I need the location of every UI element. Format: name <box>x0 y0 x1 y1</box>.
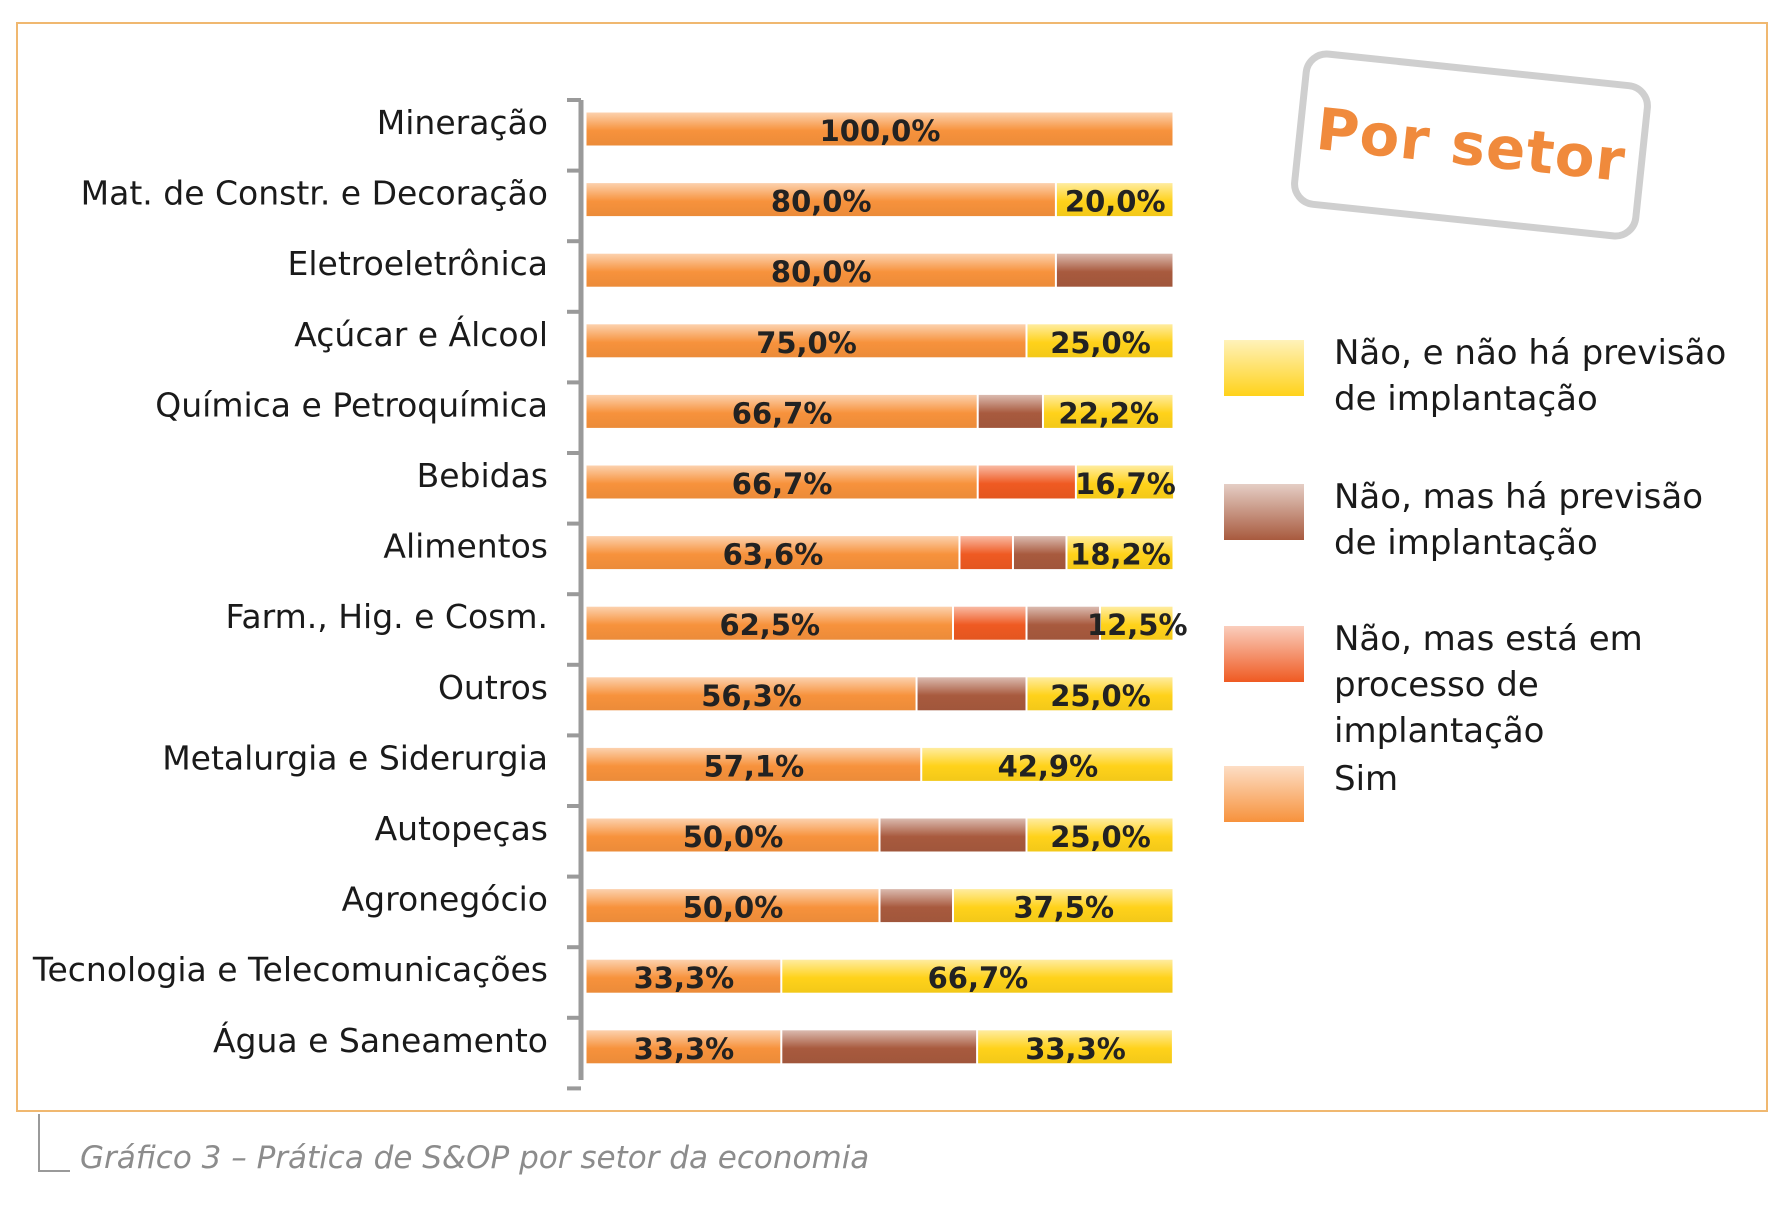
bar-segment <box>916 676 1027 712</box>
bar-segment <box>1012 535 1067 571</box>
bar-segment <box>1042 393 1174 429</box>
category-label: Agronegócio <box>342 880 548 919</box>
legend-swatch <box>1224 340 1304 396</box>
data-label: 33,3% <box>1025 1032 1126 1066</box>
bar-segment <box>585 1029 782 1065</box>
bar-segment <box>1026 323 1174 359</box>
bar-segment <box>585 958 782 994</box>
data-label: 33,3% <box>634 1032 735 1066</box>
data-label: 33,3% <box>634 961 735 995</box>
bar-segment <box>585 746 922 782</box>
figure-caption: Gráfico 3 – Prática de S&OP por setor da… <box>80 1140 870 1176</box>
bar-segment <box>1100 605 1174 641</box>
bar-segment <box>585 393 978 429</box>
data-label: 12,5% <box>1087 608 1188 642</box>
bar-segment <box>585 817 880 853</box>
data-label: 25,0% <box>1050 679 1151 713</box>
data-label: 66,7% <box>732 396 833 430</box>
category-label: Outros <box>438 668 548 707</box>
bar-segment <box>585 605 953 641</box>
data-label: 63,6% <box>723 538 824 572</box>
data-label: 16,7% <box>1075 467 1176 501</box>
data-label: 37,5% <box>1013 891 1114 925</box>
data-label: 50,0% <box>683 891 784 925</box>
legend-label: Sim <box>1334 759 1399 799</box>
bar-segment <box>1055 252 1174 288</box>
badge-text: Por setor <box>1313 94 1629 196</box>
data-label: 50,0% <box>683 820 784 854</box>
category-label: Açúcar e Álcool <box>294 314 548 354</box>
data-label: 25,0% <box>1050 326 1151 360</box>
bar-segment <box>1026 676 1174 712</box>
category-label: Mat. de Constr. e Decoração <box>81 174 548 213</box>
data-label: 66,7% <box>928 961 1029 995</box>
bar-segment <box>879 817 1027 853</box>
data-label: 56,3% <box>701 679 802 713</box>
bar-segment <box>781 1029 978 1065</box>
category-label: Autopeças <box>375 809 548 848</box>
legend-swatch <box>1224 626 1304 682</box>
category-label: Mineração <box>377 103 548 142</box>
category-label: Bebidas <box>417 456 548 495</box>
category-label: Tecnologia e Telecomunicações <box>32 950 548 989</box>
data-label: 80,0% <box>771 255 872 289</box>
bar-segment <box>1066 535 1174 571</box>
bar-segment <box>585 535 960 571</box>
chart-frame <box>16 22 1768 1112</box>
bar-segment <box>585 464 978 500</box>
bar-segment <box>921 746 1174 782</box>
bar-segment <box>1055 182 1174 218</box>
legend-swatch <box>1224 484 1304 540</box>
bar-segment <box>1026 817 1174 853</box>
data-label: 100,0% <box>820 114 941 148</box>
bar-segment <box>585 676 917 712</box>
legend-item: Não, e não há previsão de implantação <box>1224 330 1754 422</box>
data-label: 66,7% <box>732 467 833 501</box>
category-label: Química e Petroquímica <box>155 385 548 424</box>
category-label: Farm., Hig. e Cosm. <box>225 597 548 636</box>
bar-segment <box>585 111 1174 147</box>
legend-item: Sim <box>1224 756 1754 822</box>
data-label: 57,1% <box>704 749 805 783</box>
bar-segment <box>781 958 1174 994</box>
data-label: 42,9% <box>998 749 1099 783</box>
category-label: Metalurgia e Siderurgia <box>162 738 548 777</box>
legend-item: Não, mas há previsão de implantação <box>1224 474 1754 566</box>
legend-label: Não, e não há previsão de implantação <box>1334 333 1727 419</box>
data-label: 18,2% <box>1070 538 1171 572</box>
legend-label: Não, mas há previsão de implantação <box>1334 477 1704 563</box>
bar-segment <box>953 605 1027 641</box>
bar-segment <box>585 182 1056 218</box>
bar-segment <box>953 888 1174 924</box>
legend-swatch <box>1224 766 1304 822</box>
legend-item: Não, mas está em processo de implantação <box>1224 616 1754 754</box>
category-label: Alimentos <box>383 527 548 566</box>
data-label: 75,0% <box>756 326 857 360</box>
bar-segment <box>977 393 1043 429</box>
bar-segment <box>977 1029 1173 1065</box>
data-label: 22,2% <box>1058 396 1159 430</box>
data-label: 80,0% <box>771 185 872 219</box>
bar-segment <box>959 535 1013 571</box>
bar-segment <box>1026 605 1100 641</box>
bar-segment <box>585 323 1027 359</box>
bar-segment <box>977 464 1076 500</box>
category-label: Água e Saneamento <box>213 1020 548 1060</box>
bar-segment <box>585 888 880 924</box>
bar-segment <box>879 888 953 924</box>
legend-label: Não, mas está em processo de implantação <box>1334 619 1643 751</box>
bar-segment <box>1075 464 1175 500</box>
caption-bracket <box>38 1114 70 1172</box>
data-label: 25,0% <box>1050 820 1151 854</box>
bar-segment <box>585 252 1056 288</box>
data-label: 62,5% <box>719 608 820 642</box>
category-label: Eletroeletrônica <box>288 244 549 283</box>
data-label: 20,0% <box>1065 185 1166 219</box>
